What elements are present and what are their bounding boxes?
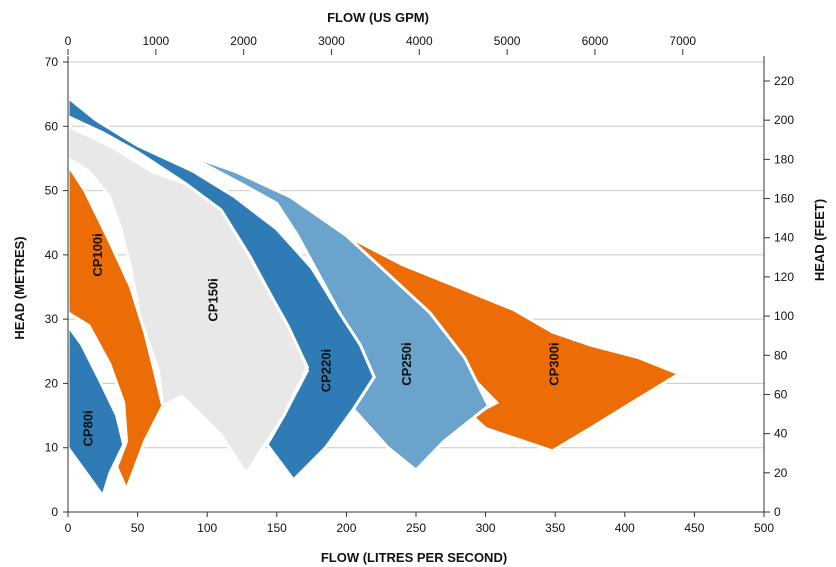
label-cp150i: CP150i [206, 278, 221, 321]
label-cp300i: CP300i [547, 342, 562, 385]
right-tick-label: 80 [774, 348, 788, 362]
x-tick-label: 300 [476, 521, 496, 535]
x-tick-label: 400 [615, 521, 635, 535]
top-tick-label: 6000 [582, 34, 609, 48]
x-tick-label: 150 [267, 521, 287, 535]
right-tick-label: 20 [774, 466, 788, 480]
x-tick-label: 250 [406, 521, 426, 535]
right-tick-label: 200 [774, 113, 794, 127]
right-tick-label: 140 [774, 231, 794, 245]
right-tick-label: 160 [774, 192, 794, 206]
x-tick-label: 50 [131, 521, 145, 535]
pump-regions [66, 94, 683, 500]
top-tick-label: 0 [65, 34, 72, 48]
right-tick-label: 220 [774, 74, 794, 88]
label-cp220i: CP220i [318, 349, 333, 392]
top-tick-label: 4000 [406, 34, 433, 48]
y-axis-title: HEAD (METRES) [12, 236, 27, 339]
axes: 0 50 100 150 200 250 300 350 400 450 5000102030405… [45, 34, 795, 535]
right-tick-label: 40 [774, 427, 788, 441]
region-cp150i [66, 123, 310, 477]
top-axis-title: FLOW (US GPM) [327, 10, 429, 25]
y-tick-label: 50 [45, 184, 59, 198]
region-cp100i [66, 159, 165, 494]
x-tick-label: 0 [65, 521, 72, 535]
label-cp80i: CP80i [80, 410, 95, 446]
x-tick-label: 350 [545, 521, 565, 535]
x-tick-label: 100 [197, 521, 217, 535]
x-axis-title: FLOW (LITRES PER SECOND) [321, 550, 507, 565]
top-tick-label: 1000 [142, 34, 169, 48]
x-tick-label: 500 [754, 521, 774, 535]
top-tick-label: 2000 [230, 34, 257, 48]
y-tick-label: 20 [45, 376, 59, 390]
top-tick-label: 7000 [669, 34, 696, 48]
region-labels: CP80i CP100i CP150i CP220i CP250i CP300i [80, 233, 561, 446]
right-tick-label: 180 [774, 152, 794, 166]
y-tick-label: 0 [51, 505, 58, 519]
right-tick-label: 0 [774, 505, 781, 519]
top-tick-label: 3000 [318, 34, 345, 48]
right-tick-label: 60 [774, 387, 788, 401]
x-tick-label: 200 [336, 521, 356, 535]
y-tick-label: 10 [45, 441, 59, 455]
label-cp250i: CP250i [399, 342, 414, 385]
top-tick-label: 5000 [494, 34, 521, 48]
y-tick-label: 70 [45, 55, 59, 69]
y-tick-label: 40 [45, 248, 59, 262]
y-tick-label: 60 [45, 119, 59, 133]
x-tick-label: 450 [684, 521, 704, 535]
region-cp80i [66, 320, 126, 500]
right-tick-label: 120 [774, 270, 794, 284]
right-tick-label: 100 [774, 309, 794, 323]
right-axis-title: HEAD (FEET) [812, 199, 827, 281]
region-cp250i [130, 131, 491, 473]
y-tick-label: 30 [45, 312, 59, 326]
label-cp100i: CP100i [90, 233, 105, 276]
